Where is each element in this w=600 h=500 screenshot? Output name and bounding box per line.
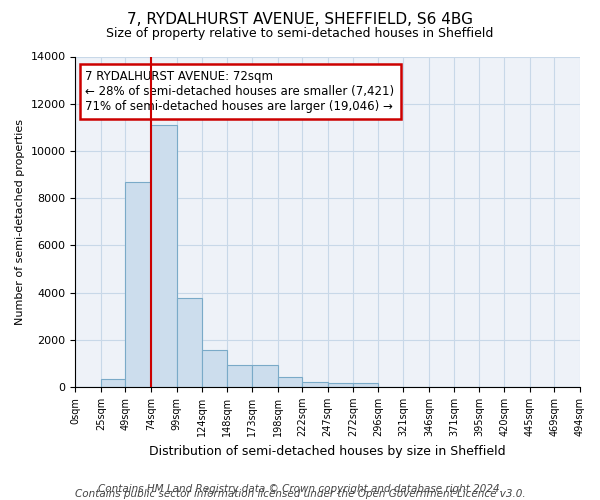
Bar [278, 377, 302, 387]
Text: 7 RYDALHURST AVENUE: 72sqm
← 28% of semi-detached houses are smaller (7,421)
71%: 7 RYDALHURST AVENUE: 72sqm ← 28% of semi… [85, 70, 395, 112]
Bar [202, 350, 227, 387]
Bar [302, 382, 328, 387]
Text: 7, RYDALHURST AVENUE, SHEFFIELD, S6 4BG: 7, RYDALHURST AVENUE, SHEFFIELD, S6 4BG [127, 12, 473, 28]
Text: Contains HM Land Registry data © Crown copyright and database right 2024.: Contains HM Land Registry data © Crown c… [98, 484, 502, 494]
Bar [101, 378, 125, 387]
Bar [176, 298, 202, 387]
Y-axis label: Number of semi-detached properties: Number of semi-detached properties [15, 118, 25, 324]
Bar [227, 364, 252, 387]
Bar [252, 364, 278, 387]
X-axis label: Distribution of semi-detached houses by size in Sheffield: Distribution of semi-detached houses by … [149, 444, 506, 458]
Bar [353, 384, 378, 387]
Bar [328, 384, 353, 387]
Bar [151, 125, 176, 387]
Text: Size of property relative to semi-detached houses in Sheffield: Size of property relative to semi-detach… [106, 28, 494, 40]
Bar [125, 182, 151, 387]
Text: Contains public sector information licensed under the Open Government Licence v3: Contains public sector information licen… [74, 489, 526, 499]
